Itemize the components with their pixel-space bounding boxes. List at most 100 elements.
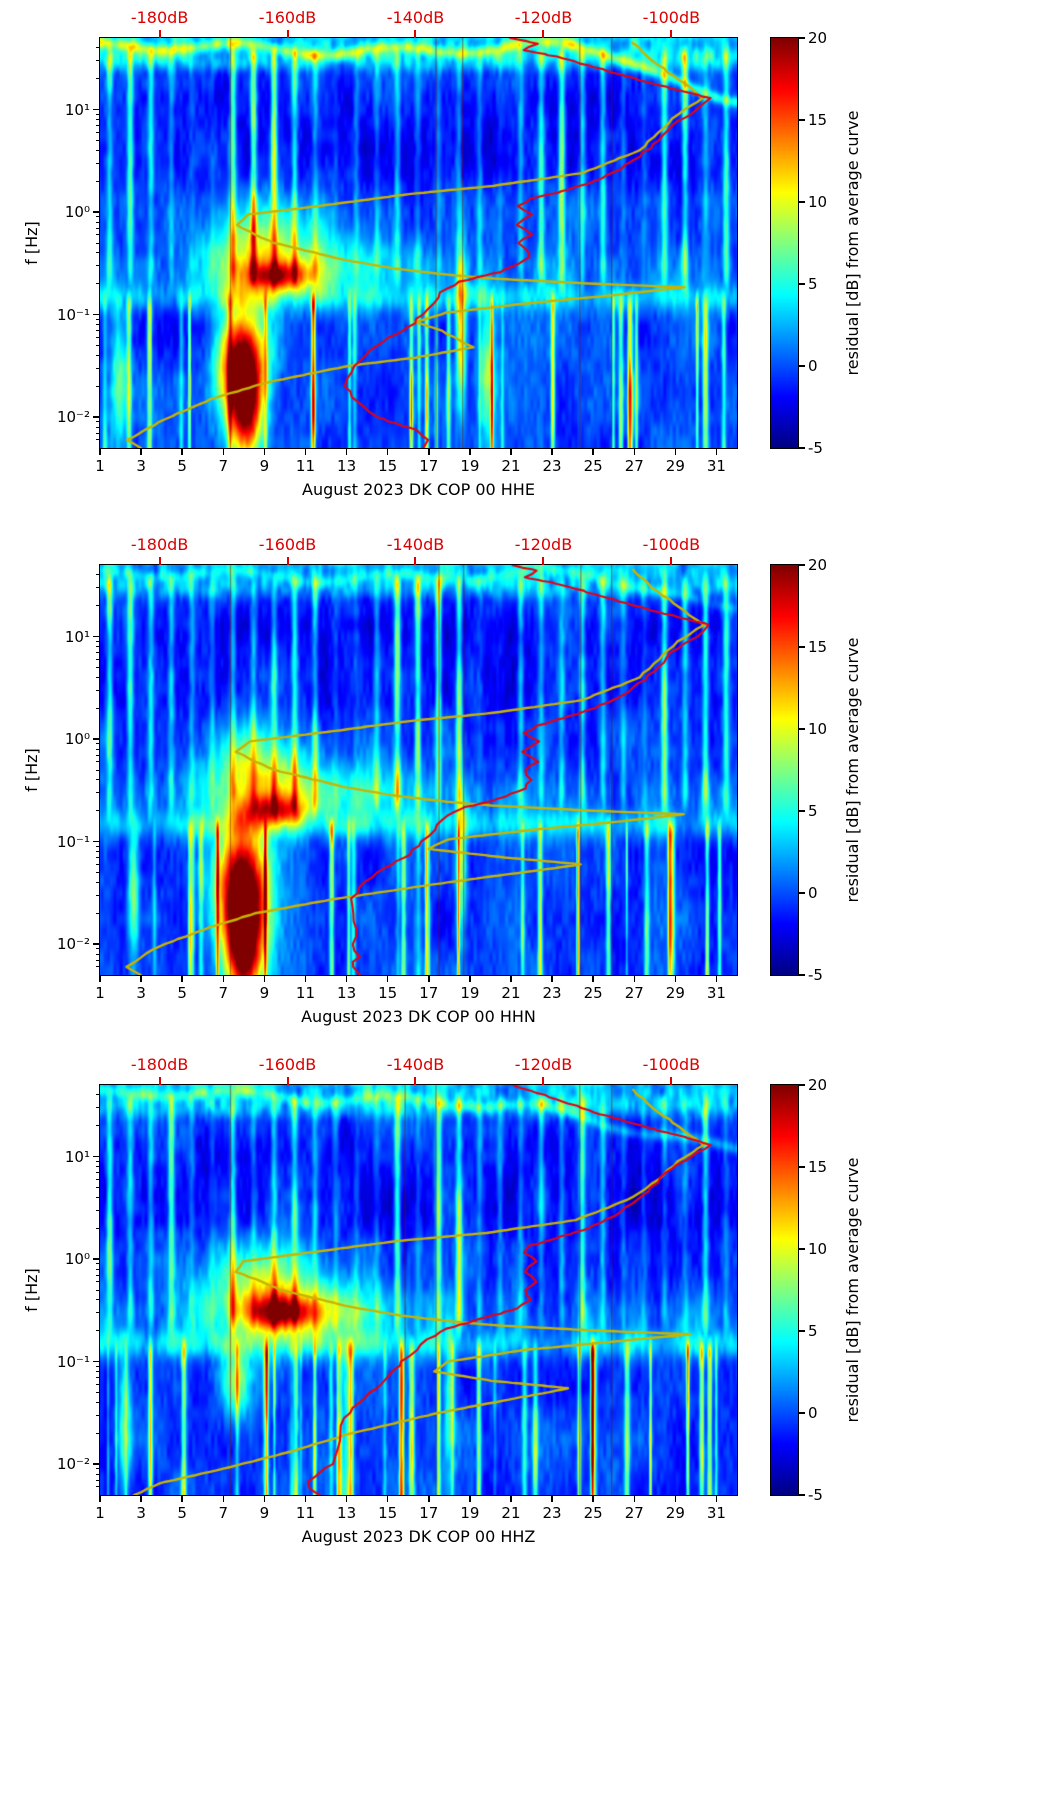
colorbar-tick-label: 20 <box>808 556 828 574</box>
colorbar-tick-label: 15 <box>808 1158 828 1176</box>
x-axis-tick <box>345 1496 348 1502</box>
y-minor-tick <box>96 1187 100 1188</box>
colorbar-tick-label: 5 <box>808 1322 818 1340</box>
y-tick-label: 10⁻¹ <box>56 832 90 851</box>
x-tick-label: 19 <box>460 457 480 475</box>
top-axis-tick <box>158 30 161 38</box>
colorbar-tick <box>799 810 805 812</box>
y-minor-tick <box>96 1094 100 1096</box>
top-axis-tick <box>286 30 289 38</box>
y-minor-tick <box>96 324 100 326</box>
y-minor-tick <box>96 1299 100 1301</box>
colorbar-tick-label: 20 <box>808 1076 828 1094</box>
colorbar-tick <box>799 728 805 730</box>
colorbar-tick-label: 15 <box>808 638 828 656</box>
y-minor-tick <box>96 1401 100 1403</box>
y-minor-tick <box>96 754 100 756</box>
x-axis-tick <box>633 976 635 982</box>
y-minor-tick <box>96 330 100 332</box>
x-tick-label: 23 <box>542 984 562 1002</box>
x-tick-label: 17 <box>419 984 439 1002</box>
colorbar-canvas-hhe <box>771 38 798 448</box>
top-axis-tick <box>670 1077 673 1085</box>
x-tick-label: 9 <box>259 1504 270 1522</box>
top-axis-tick <box>414 30 417 38</box>
x-axis-tick <box>674 449 677 455</box>
x-axis-tick <box>222 976 225 982</box>
colorbar-tick <box>799 201 805 203</box>
y-minor-tick <box>96 1160 100 1162</box>
y-minor-tick <box>96 385 100 387</box>
colorbar-tick <box>799 1494 805 1496</box>
top-db-label: -180dB <box>130 535 189 554</box>
spectrogram-canvas-hhz <box>100 1085 737 1495</box>
x-tick-label: 15 <box>378 1504 398 1522</box>
y-minor-tick <box>96 959 100 961</box>
y-minor-tick <box>96 1468 100 1470</box>
colorbar-tick-label: 10 <box>808 193 828 211</box>
x-tick-label: 7 <box>218 457 229 475</box>
y-tick-label: 10⁻¹ <box>56 305 90 324</box>
x-tick-label: 1 <box>95 1504 105 1522</box>
colorbar-tick-label: 5 <box>808 802 818 820</box>
x-tick-label: 3 <box>136 457 146 475</box>
x-axis-tick <box>386 449 389 455</box>
y-axis-tick <box>93 1258 100 1260</box>
top-db-label: -140dB <box>386 8 445 27</box>
y-minor-tick <box>96 1166 100 1168</box>
x-tick-label: 19 <box>460 1504 480 1522</box>
y-minor-tick <box>96 432 100 434</box>
top-axis-tick <box>158 1077 161 1085</box>
y-minor-tick <box>96 1383 100 1385</box>
x-tick-label: 27 <box>624 457 644 475</box>
y-axis-tick <box>93 1360 100 1363</box>
x-axis-title: August 2023 DK COP 00 HHN <box>301 1007 536 1026</box>
y-minor-tick <box>96 1268 100 1270</box>
y-minor-tick <box>96 966 100 968</box>
x-tick-label: 23 <box>542 1504 562 1522</box>
x-tick-label: 5 <box>177 984 187 1002</box>
colorbar-tick-label: 20 <box>808 29 828 47</box>
y-minor-tick <box>96 769 100 771</box>
y-minor-tick <box>96 60 100 62</box>
x-axis-tick <box>592 976 594 982</box>
y-minor-tick <box>96 1330 100 1332</box>
y-minor-tick <box>96 605 100 607</box>
x-tick-label: 11 <box>295 1504 316 1522</box>
x-axis-tick <box>140 1496 142 1502</box>
top-db-label: -140dB <box>386 535 445 554</box>
x-tick-label: 3 <box>136 984 146 1002</box>
colorbar-canvas-hhn <box>771 565 798 975</box>
y-minor-tick <box>96 180 100 182</box>
x-axis-tick <box>263 449 266 455</box>
y-axis-tick <box>93 1155 100 1158</box>
y-minor-tick <box>96 234 100 236</box>
top-db-label: -160dB <box>258 1055 317 1074</box>
y-minor-tick <box>96 162 100 164</box>
colorbar-tick-label: -5 <box>808 966 823 984</box>
x-axis-tick <box>386 1496 389 1502</box>
x-tick-label: 13 <box>337 984 357 1002</box>
top-db-label: -180dB <box>130 1055 189 1074</box>
y-axis-tick <box>93 211 100 213</box>
y-minor-tick <box>96 1377 100 1379</box>
y-minor-tick <box>96 1432 100 1434</box>
x-tick-label: 31 <box>706 457 726 475</box>
top-axis-tick <box>542 1077 545 1085</box>
x-tick-label: 7 <box>218 1504 229 1522</box>
y-minor-tick <box>96 149 100 151</box>
colorbar-tick <box>799 1084 805 1086</box>
x-tick-label: 1 <box>95 984 105 1002</box>
y-tick-label: 10¹ <box>64 1147 90 1166</box>
y-tick-label: 10⁰ <box>64 730 90 749</box>
y-tick-label: 10⁰ <box>64 1250 90 1269</box>
y-minor-tick <box>96 1392 100 1393</box>
top-axis-tick <box>286 557 289 565</box>
colorbar-tick <box>799 365 805 367</box>
y-axis-tick <box>93 840 100 843</box>
y-minor-tick <box>96 743 100 745</box>
x-tick-label: 9 <box>259 984 270 1002</box>
x-axis-tick <box>263 1496 266 1502</box>
colorbar-tick-label: 0 <box>808 357 818 375</box>
top-db-label: -100dB <box>642 535 701 554</box>
